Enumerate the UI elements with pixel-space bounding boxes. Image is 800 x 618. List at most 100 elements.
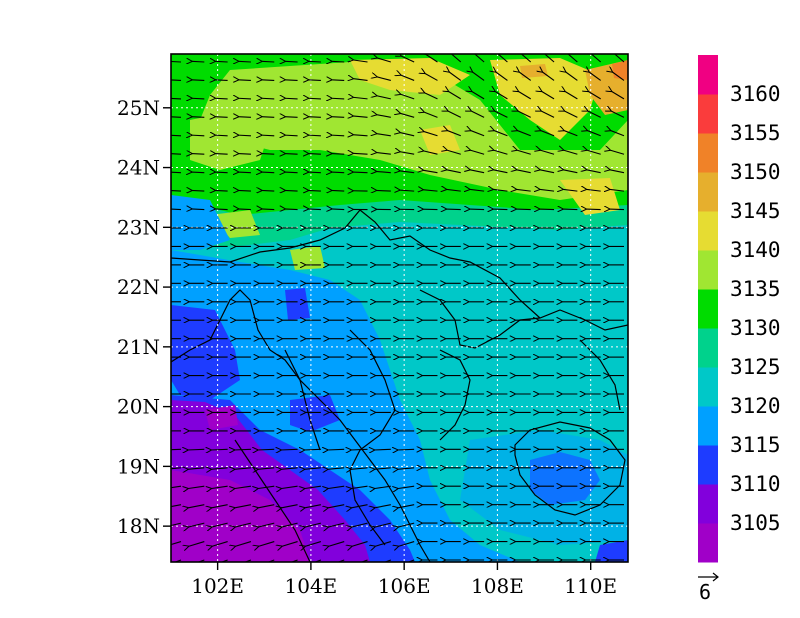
wind-vector <box>285 135 298 136</box>
lon-tick-label: 102E <box>191 574 244 598</box>
wind-vector <box>308 117 321 118</box>
wind-vector <box>191 209 205 210</box>
wind-vector <box>613 54 625 63</box>
wind-vector <box>215 80 228 81</box>
longitude-axis: 102E 104E 106E 108E 110E <box>191 562 617 598</box>
wind-vector <box>360 559 368 562</box>
coastlines <box>171 209 628 562</box>
wind-vector <box>609 189 625 191</box>
colorbar-label: 3155 <box>730 121 781 145</box>
wind-vector <box>308 80 321 81</box>
lat-tick-label: 24N <box>117 156 160 180</box>
wind-vector <box>191 190 205 191</box>
lat-tick-label: 22N <box>117 275 160 299</box>
wind-vector <box>397 449 415 450</box>
wind-vector <box>171 134 182 137</box>
wind-vector <box>304 449 321 450</box>
wind-vector <box>587 130 601 137</box>
wind-vector <box>238 172 251 173</box>
wind-vector <box>215 209 228 210</box>
wind-vector <box>423 151 438 155</box>
wind-vector <box>374 504 391 508</box>
wind-vector <box>376 58 391 63</box>
wind-vector <box>191 172 205 173</box>
wind-vector <box>285 80 298 81</box>
wind-vector <box>543 54 555 63</box>
wind-vector <box>267 559 275 562</box>
wind-vector <box>447 130 461 137</box>
colorbar-label: 3125 <box>730 355 781 379</box>
wind-vector <box>563 130 578 137</box>
wind-vector <box>567 54 578 63</box>
wind-vector <box>261 154 275 155</box>
wind-vector <box>261 117 275 118</box>
wind-vector <box>494 111 508 118</box>
wind-vector <box>304 522 322 527</box>
colorbar-swatch <box>698 406 718 446</box>
wind-vector <box>587 111 601 118</box>
wind-vector <box>215 172 228 173</box>
wind-vectors <box>171 54 625 562</box>
wind-vector <box>308 135 321 136</box>
wind-vector <box>261 98 275 99</box>
wind-vector <box>257 449 275 450</box>
wind-vector <box>327 449 345 450</box>
wind-vector <box>424 73 438 81</box>
wind-vector <box>285 117 298 118</box>
wind-vector <box>238 209 251 210</box>
colorbar-swatch <box>698 211 718 251</box>
wind-vector <box>351 504 368 508</box>
colorbar-label: 3135 <box>730 277 781 301</box>
wind-vector <box>261 190 275 191</box>
wind-vector <box>211 468 228 470</box>
wind-vector <box>398 522 415 527</box>
wind-vector <box>470 130 485 137</box>
wind-vector <box>374 468 391 470</box>
wind-vector <box>308 190 321 191</box>
wind-vector <box>220 559 228 562</box>
wind-vector <box>258 522 275 527</box>
wind-vector <box>327 468 345 470</box>
latitude-axis: 25N 24N 23N 22N 21N 20N 19N 18N <box>117 96 171 538</box>
wind-vector <box>540 150 555 155</box>
wind-vector <box>281 522 298 527</box>
wind-vector <box>258 541 275 547</box>
wind-vector <box>304 504 321 508</box>
wind-vector <box>197 559 205 562</box>
wind-vector <box>353 116 368 117</box>
wind-vector <box>308 154 321 155</box>
wind-vector <box>446 150 461 155</box>
wind-vector <box>305 541 322 547</box>
colorbar-label: 3160 <box>730 82 781 106</box>
wind-vector <box>446 189 461 191</box>
wind-vector <box>351 541 368 547</box>
wind-vector <box>331 117 345 118</box>
wind-vector <box>187 468 205 470</box>
wind-vector <box>353 60 368 62</box>
wind-vector <box>261 135 275 136</box>
gridlines <box>171 54 628 562</box>
colorbar-label: 3115 <box>730 433 781 457</box>
wind-vector <box>493 170 508 174</box>
wind-vector <box>304 485 321 488</box>
colorbar-swatch <box>698 445 718 485</box>
wind-vector <box>187 485 205 488</box>
colorbar-swatch <box>698 133 718 173</box>
wind-vector <box>471 111 485 118</box>
wind-vector <box>589 72 602 81</box>
wind-vector <box>238 117 251 118</box>
wind-vector <box>588 91 601 100</box>
wind-vector <box>261 61 275 62</box>
wind-vector <box>539 170 555 174</box>
wind-vector <box>423 131 438 137</box>
wind-vector <box>497 54 508 63</box>
lat-tick-label: 21N <box>117 335 160 359</box>
wind-vector <box>399 190 415 191</box>
wind-vector <box>290 559 298 562</box>
wind-vector <box>211 522 228 527</box>
colorbar-label: 3110 <box>730 472 781 496</box>
wind-vector <box>191 117 205 118</box>
wind-vector <box>337 559 345 562</box>
reference-vector: 6 <box>698 572 719 604</box>
wind-vector <box>376 152 391 154</box>
